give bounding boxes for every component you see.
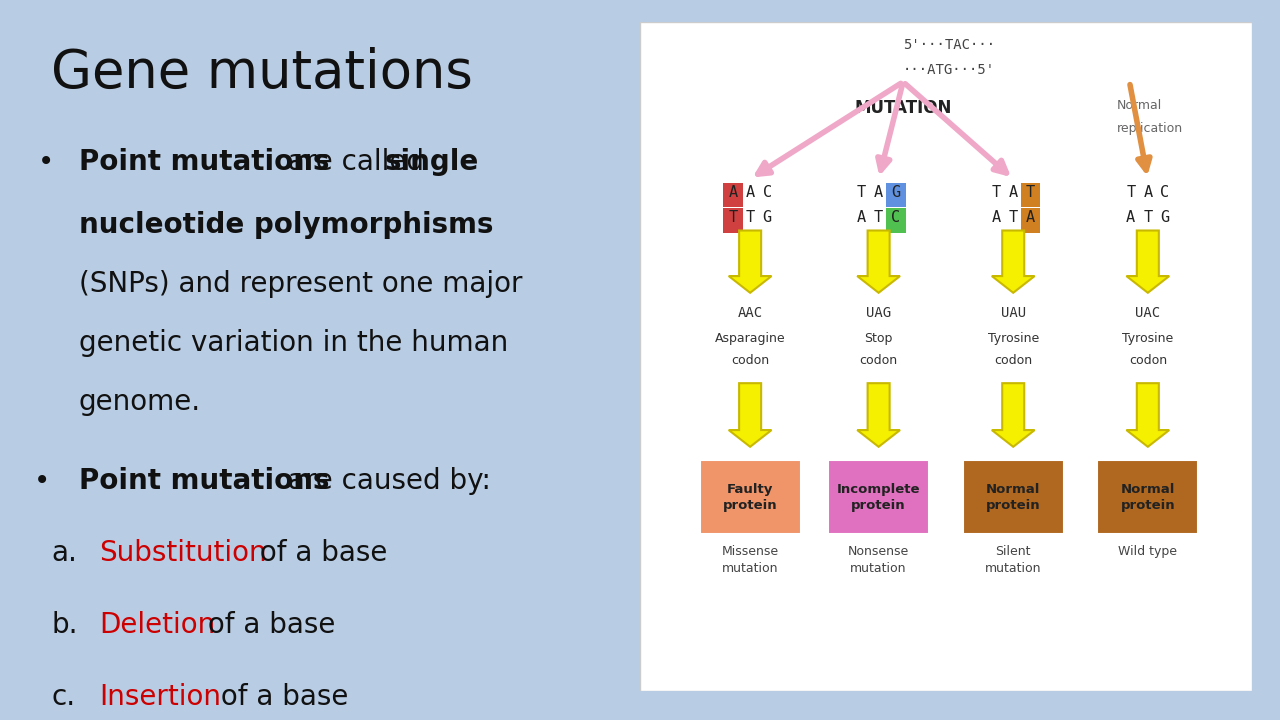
Text: codon: codon [731,354,769,367]
Text: genetic variation in the human: genetic variation in the human [79,329,508,357]
Text: Tyrosine: Tyrosine [1123,332,1174,345]
Text: G: G [891,185,900,200]
Polygon shape [992,230,1034,293]
Text: G: G [1161,210,1170,225]
Text: A: A [728,185,737,200]
FancyBboxPatch shape [723,183,742,207]
FancyBboxPatch shape [963,460,1064,534]
Text: Normal
protein: Normal protein [986,482,1041,511]
Text: T: T [728,210,737,225]
Text: Wild type: Wild type [1119,545,1178,558]
FancyBboxPatch shape [700,460,800,534]
Text: T: T [1025,185,1036,200]
Text: Gene mutations: Gene mutations [51,47,474,99]
Polygon shape [728,383,772,447]
Text: T: T [1009,210,1018,225]
Text: 5'···TAC···: 5'···TAC··· [902,38,995,53]
Text: genome.: genome. [79,388,201,416]
Text: T: T [745,210,755,225]
Text: Stop: Stop [864,332,893,345]
Text: C: C [1161,185,1170,200]
Polygon shape [728,230,772,293]
Text: Asparagine: Asparagine [714,332,786,345]
Text: T: T [856,185,867,200]
Text: C: C [891,210,900,225]
Text: Nonsense
mutation: Nonsense mutation [847,545,909,575]
Text: A: A [856,210,867,225]
Text: UAU: UAU [1001,306,1025,320]
Text: A: A [992,210,1001,225]
Text: A: A [745,185,755,200]
Text: replication: replication [1117,122,1184,135]
Text: •: • [37,148,54,176]
Text: are caused by:: are caused by: [279,467,490,495]
FancyBboxPatch shape [1097,460,1198,534]
Text: codon: codon [995,354,1032,367]
Polygon shape [858,383,900,447]
Polygon shape [1126,230,1169,293]
Text: G: G [763,210,772,225]
Text: codon: codon [1129,354,1167,367]
FancyBboxPatch shape [640,22,1252,691]
Text: codon: codon [860,354,897,367]
Text: T: T [1143,210,1152,225]
FancyBboxPatch shape [1020,208,1041,233]
Text: Silent
mutation: Silent mutation [986,545,1042,575]
Text: A: A [874,185,883,200]
Text: •: • [35,467,50,495]
Polygon shape [858,230,900,293]
Text: (SNPs) and represent one major: (SNPs) and represent one major [79,270,522,298]
Text: T: T [874,210,883,225]
Text: b.: b. [51,611,78,639]
Text: Point mutations: Point mutations [79,467,329,495]
Text: are called: are called [279,148,433,176]
Text: c.: c. [51,683,76,711]
Text: Tyrosine: Tyrosine [988,332,1039,345]
Text: MUTATION: MUTATION [855,99,952,117]
Text: Insertion: Insertion [100,683,221,711]
Text: Missense
mutation: Missense mutation [722,545,778,575]
Text: A: A [1025,210,1036,225]
Polygon shape [992,383,1034,447]
FancyBboxPatch shape [723,208,742,233]
FancyBboxPatch shape [1020,183,1041,207]
FancyBboxPatch shape [886,208,905,233]
Text: nucleotide polymorphisms: nucleotide polymorphisms [79,211,493,239]
Text: A: A [1143,185,1152,200]
Text: Normal
protein: Normal protein [1120,482,1175,511]
Text: Normal: Normal [1117,99,1162,112]
Text: UAG: UAG [867,306,891,320]
Text: Substitution: Substitution [100,539,268,567]
Text: C: C [763,185,772,200]
Polygon shape [1126,383,1169,447]
Text: AAC: AAC [737,306,763,320]
Text: of a base: of a base [198,611,335,639]
Text: A: A [1009,185,1018,200]
Text: Deletion: Deletion [100,611,215,639]
Text: ···ATG···5': ···ATG···5' [902,63,995,77]
Text: of a base: of a base [251,539,388,567]
Text: T: T [992,185,1001,200]
Text: A: A [1126,210,1135,225]
Text: T: T [1126,185,1135,200]
FancyBboxPatch shape [828,460,929,534]
Text: single: single [385,148,479,176]
Text: Faulty
protein: Faulty protein [723,482,777,511]
Text: Point mutations: Point mutations [79,148,329,176]
Text: Incomplete
protein: Incomplete protein [837,482,920,511]
Text: a.: a. [51,539,77,567]
Text: of a base: of a base [212,683,348,711]
FancyBboxPatch shape [886,183,905,207]
Text: UAC: UAC [1135,306,1161,320]
